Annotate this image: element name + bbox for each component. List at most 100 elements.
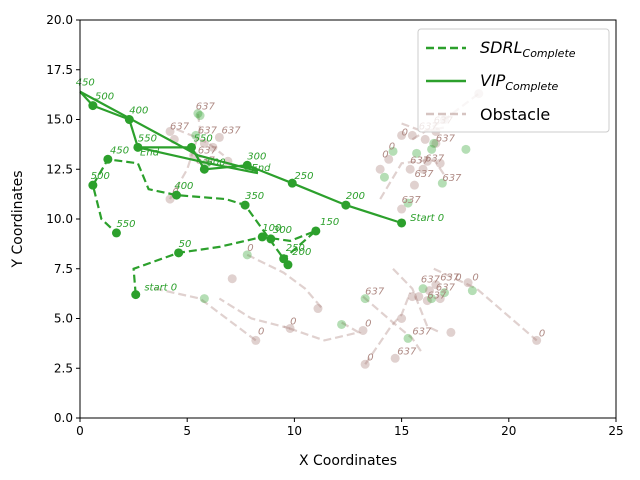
legend: SDRLComplete VIPComplete Obstacle — [417, 28, 610, 133]
obstacle-point — [461, 144, 471, 154]
axis-ticks: 0 5 10 15 20 25 0.0 2.5 5.0 7.5 10.0 12.5 15.0 17.5 20… — [46, 13, 623, 438]
obstacle-point — [463, 278, 473, 288]
obstacle-point — [313, 304, 323, 314]
sdrl-point — [174, 248, 184, 258]
vip-point — [133, 142, 143, 152]
x-tick-label: 10 — [287, 424, 302, 438]
legend-entry-sdrl: SDRLComplete — [480, 38, 576, 60]
x-tick-label: 20 — [501, 424, 516, 438]
obstacle-label: 637 — [425, 153, 445, 164]
legend-box — [417, 28, 610, 133]
obstacle-point — [439, 288, 449, 298]
obstacle-point — [414, 292, 424, 302]
obstacle-label: 0 — [367, 352, 373, 363]
sdrl-point — [171, 190, 181, 200]
sdrl-label: 50 — [179, 239, 192, 250]
obstacle-point — [431, 280, 441, 290]
obstacle-point — [407, 292, 417, 302]
obstacle-point — [242, 250, 252, 260]
obstacle-label: 0 — [290, 316, 296, 327]
obstacle-point — [427, 294, 437, 304]
obstacle-label: 637 — [414, 169, 434, 180]
obstacle-label: 0 — [258, 326, 264, 337]
obstacle-label: 0 — [402, 127, 408, 138]
vip-point — [397, 218, 407, 228]
obstacle-point — [422, 156, 432, 166]
obstacle-point — [285, 323, 295, 333]
obstacle-point — [375, 164, 385, 174]
obstacle-label: 0 — [455, 273, 461, 284]
obstacle-point — [337, 319, 347, 329]
obstacle-label: 637 — [222, 125, 242, 136]
y-tick-label: 7.5 — [54, 262, 73, 276]
sdrl-label: 200 — [292, 247, 311, 258]
obstacle-label: 0 — [389, 141, 395, 152]
vip-point — [88, 101, 98, 111]
obstacle-path-6 — [362, 295, 424, 355]
x-tick-label: 0 — [76, 424, 84, 438]
obstacle-point — [418, 164, 428, 174]
obstacle-point — [429, 138, 439, 148]
vip-trajectory-branch-1 — [137, 146, 259, 175]
obstacle-point — [409, 180, 419, 190]
obstacle-label: 637 — [402, 195, 422, 206]
obstacle-path-1 — [218, 297, 291, 330]
obstacle-label: 637 — [421, 275, 441, 286]
obstacle-point — [420, 134, 430, 144]
obstacle-point — [403, 333, 413, 343]
sdrl-point — [131, 290, 141, 300]
obstacle-label: 637 — [170, 121, 190, 132]
y-tick-label: 15.0 — [46, 113, 73, 127]
obstacle-point — [424, 286, 434, 296]
sdrl-point — [257, 232, 267, 242]
obstacle-label: 637 — [410, 155, 430, 166]
obstacle-point — [407, 130, 417, 140]
obstacle-point — [227, 274, 237, 284]
x-tick-label: 25 — [608, 424, 623, 438]
vip-label: 250 — [294, 171, 313, 182]
obstacle-point — [165, 126, 175, 136]
obstacle-label: 0 — [382, 149, 388, 160]
obstacle-point — [388, 146, 398, 156]
y-tick-label: 20.0 — [46, 13, 73, 27]
obstacle-point — [360, 294, 370, 304]
obstacle-path-3 — [283, 321, 362, 342]
sdrl-label: 100 — [262, 223, 281, 234]
obstacle-path-5 — [392, 268, 441, 334]
sdrl-point — [103, 154, 113, 164]
obstacle-point — [214, 132, 224, 142]
y-tick-label: 2.5 — [54, 361, 73, 375]
sdrl-label: 150 — [320, 217, 339, 228]
obstacle-point — [412, 148, 422, 158]
x-tick-label: 15 — [394, 424, 409, 438]
sdrl-label: 550 — [116, 219, 135, 230]
obstacle-point — [199, 294, 209, 304]
obstacle-label: 637 — [198, 125, 218, 136]
vip-label: 500 — [95, 92, 114, 103]
obstacle-point — [193, 109, 203, 119]
vip-label: 300 — [247, 151, 266, 162]
vip-point — [186, 142, 196, 152]
sdrl-point — [240, 200, 250, 210]
vip-label: 450 — [76, 78, 95, 89]
vip-label: 550 — [194, 133, 213, 144]
vip-point — [242, 160, 252, 170]
obstacle-label: 0 — [539, 328, 545, 339]
obstacle-label: 637 — [196, 102, 216, 113]
obstacle-path-7 — [433, 267, 538, 342]
sdrl-label: 450 — [110, 145, 129, 156]
obstacle-point — [467, 286, 477, 296]
obstacle-label: 637 — [365, 287, 385, 298]
obstacle-label: 637 — [397, 346, 417, 357]
obstacle-label: 637 — [196, 155, 216, 166]
obstacle-point — [437, 178, 447, 188]
obstacle-point — [397, 130, 407, 140]
obstacle-point — [199, 138, 209, 148]
obstacle-point — [191, 130, 201, 140]
vip-trajectory-branch-0 — [79, 90, 259, 173]
obstacle-label: 0 — [365, 318, 371, 329]
y-tick-label: 5.0 — [54, 312, 73, 326]
x-axis-label: X Coordinates — [299, 453, 397, 469]
obstacle-label: 0 — [472, 273, 478, 284]
